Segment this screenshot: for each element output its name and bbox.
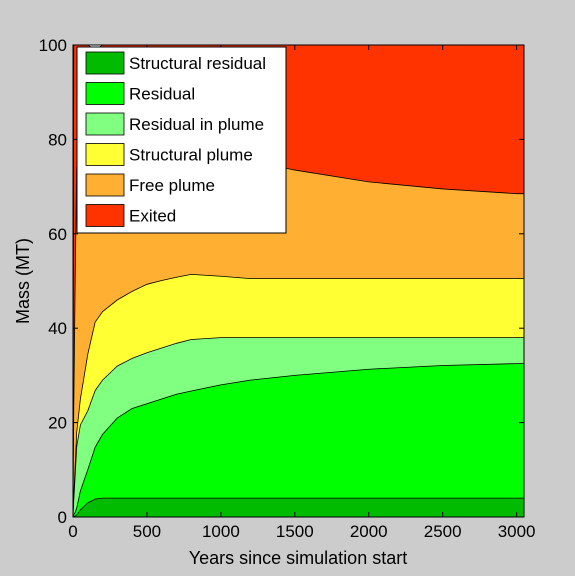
x-tick-label: 1000 — [202, 522, 240, 541]
y-axis-label: Mass (MT) — [13, 238, 33, 324]
y-tick-label: 100 — [39, 36, 67, 55]
boundary-structural-plume — [72, 273, 524, 518]
area-residual-in-plume — [73, 337, 524, 517]
legend-label: Structural plume — [129, 146, 253, 165]
x-axis-ticks: 0 500 1000 1500 2000 2500 3000 — [68, 45, 536, 541]
y-tick-label: 20 — [48, 414, 67, 433]
plot-frame — [72, 44, 525, 518]
area-residual — [73, 363, 524, 517]
legend-swatch — [85, 173, 125, 197]
legend-swatch — [85, 204, 125, 227]
area-structural-plume — [73, 274, 524, 517]
boundary-residual-in-plume — [72, 337, 524, 518]
legend: Structural residual Residual Residual in p… — [76, 46, 287, 234]
legend-swatch — [85, 82, 125, 105]
x-tick-label: 0 — [68, 522, 77, 541]
y-tick-label: 80 — [48, 130, 67, 149]
x-tick-label: 1500 — [276, 522, 314, 541]
legend-label: Structural residual — [129, 54, 266, 73]
legend-label: Residual in plume — [129, 115, 264, 134]
legend-box — [76, 46, 287, 234]
area-exited — [73, 45, 524, 517]
x-tick-label: 3000 — [498, 522, 536, 541]
y-tick-label: 0 — [58, 508, 67, 527]
boundary-residual — [72, 363, 524, 518]
legend-swatch — [85, 112, 125, 136]
legend-label: Free plume — [129, 176, 215, 195]
x-tick-label: 2000 — [350, 522, 388, 541]
legend-swatch — [85, 143, 125, 166]
legend-swatch — [85, 51, 125, 75]
boundary-structural-residual — [72, 497, 524, 518]
legend-label: Exited — [129, 207, 176, 226]
x-tick-label: 2500 — [424, 522, 462, 541]
area-structural-residual — [73, 498, 524, 517]
y-axis-ticks: 0 20 40 60 80 100 — [39, 36, 524, 527]
y-tick-label: 60 — [48, 225, 67, 244]
y-tick-label: 40 — [48, 319, 67, 338]
x-axis-label: Years since simulation start — [189, 548, 407, 568]
x-tick-label: 500 — [133, 522, 161, 541]
legend-label: Residual — [129, 85, 195, 104]
